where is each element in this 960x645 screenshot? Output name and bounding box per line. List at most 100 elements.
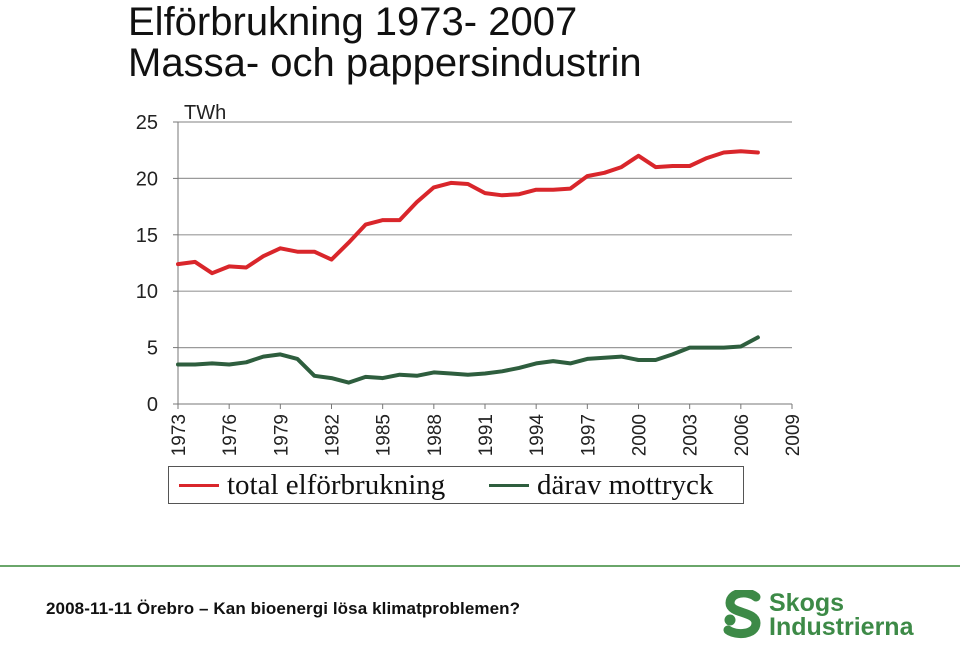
footer-text: 2008-11-11 Örebro – Kan bioenergi lösa k… (46, 599, 521, 618)
data-point-s1-1973 (176, 363, 180, 366)
data-point-s0-1995 (552, 188, 555, 191)
data-point-s1-1995 (552, 359, 555, 363)
data-series (176, 149, 760, 385)
data-point-s1-1999 (620, 355, 623, 358)
legend-swatch-mottryck (489, 484, 529, 487)
footer-separator (0, 565, 960, 567)
data-point-s0-1996 (569, 187, 572, 190)
data-point-s1-1974 (193, 363, 197, 366)
data-point-s1-1978 (262, 355, 265, 358)
data-point-s1-1982 (330, 376, 333, 380)
data-point-s1-1989 (449, 372, 453, 375)
x-tick-labels: 1973 1976 1979 1982 1985 1988 1991 1994 1997 2000… (169, 414, 804, 457)
data-point-s0-1973 (176, 262, 180, 266)
data-point-s1-1994 (535, 362, 538, 365)
data-point-s0-1974 (193, 260, 197, 264)
x-tick-label-2003: 2003 (681, 414, 702, 456)
data-point-s0-2002 (671, 164, 674, 168)
data-point-s0-1975 (210, 272, 214, 275)
data-point-s1-1977 (245, 361, 248, 364)
data-point-s1-2001 (654, 358, 657, 362)
legend-label-total: total elförbrukning (227, 469, 446, 501)
series-line-0 (176, 149, 760, 276)
data-point-s0-1986 (398, 218, 401, 222)
data-point-s1-2006 (739, 345, 742, 348)
data-point-s0-2001 (654, 165, 657, 169)
x-tick-label-1988: 1988 (425, 414, 446, 456)
grid-lines (178, 121, 792, 349)
data-point-s1-2005 (722, 346, 725, 349)
data-point-s0-2004 (705, 156, 708, 160)
data-point-s1-1996 (569, 362, 572, 365)
data-point-s0-1979 (279, 247, 282, 250)
data-point-s0-2007 (756, 151, 760, 154)
chart-title-line-2: Massa- och pappersindustrin (128, 41, 642, 85)
y-tick-label-10: 10 (136, 281, 158, 303)
data-point-s0-1980 (296, 250, 299, 253)
y-axis-label: TWh (184, 102, 226, 124)
data-point-s0-2006 (739, 150, 742, 153)
data-point-s0-1984 (364, 223, 367, 226)
x-tick-label-1979: 1979 (271, 414, 292, 456)
legend: total elförbrukning därav mottryck (168, 466, 744, 504)
y-tick-labels: 0 5 10 15 20 25 (136, 112, 158, 416)
x-tick-label-1973: 1973 (169, 414, 190, 456)
data-point-s0-1993 (517, 193, 521, 196)
data-point-s1-1984 (364, 375, 367, 379)
data-point-s0-1998 (603, 171, 606, 174)
data-point-s0-1992 (500, 194, 504, 197)
data-point-s1-1983 (347, 381, 350, 384)
data-point-s1-1992 (500, 370, 504, 373)
y-tick-label-20: 20 (136, 168, 158, 190)
x-tick-label-1997: 1997 (578, 414, 599, 456)
data-point-s0-1981 (313, 250, 316, 253)
data-point-s1-1993 (517, 366, 521, 370)
data-point-s1-2007 (756, 336, 760, 339)
x-tick-label-2009: 2009 (783, 414, 804, 456)
data-point-s1-1987 (415, 374, 418, 377)
chart-title-line-1: Elförbrukning 1973- 2007 (128, 0, 578, 44)
data-point-s1-1975 (210, 362, 214, 365)
skogsindustrierna-s-logo-icon (723, 588, 761, 639)
data-point-s1-2004 (705, 346, 708, 349)
data-point-s1-1976 (228, 363, 231, 366)
data-point-s1-2003 (688, 346, 691, 349)
data-point-s0-1982 (330, 258, 333, 261)
data-point-s1-1986 (398, 373, 401, 376)
skogsindustrierna-logo: Skogs Industrierna (722, 588, 922, 641)
y-tick-label-5: 5 (147, 338, 158, 360)
x-tick-label-1985: 1985 (374, 414, 395, 456)
data-point-s1-1988 (432, 371, 435, 374)
x-tick-label-1994: 1994 (527, 414, 548, 457)
data-point-s0-1990 (466, 182, 470, 186)
data-point-s1-1980 (296, 357, 299, 361)
data-point-s0-2003 (688, 164, 691, 168)
data-point-s1-1990 (466, 373, 470, 376)
logo-word-industrierna: Industrierna (769, 613, 914, 641)
data-point-s1-1985 (381, 376, 384, 380)
y-tick-label-15: 15 (136, 225, 158, 247)
data-point-s1-2000 (637, 358, 640, 362)
x-tick-label-1976: 1976 (220, 414, 241, 456)
logo-word-skogs: Skogs (769, 589, 845, 617)
y-tick-label-0: 0 (147, 394, 158, 416)
legend-label-mottryck: därav mottryck (537, 469, 714, 501)
x-tick-label-1982: 1982 (323, 414, 344, 456)
data-point-s0-1997 (586, 174, 589, 178)
data-point-s1-1991 (483, 372, 487, 375)
data-point-s1-1979 (279, 353, 282, 356)
x-tick-label-1991: 1991 (476, 414, 497, 456)
data-point-s0-1985 (381, 218, 384, 222)
data-point-s0-1994 (535, 188, 538, 191)
axes (173, 121, 793, 409)
data-point-s1-1997 (586, 357, 589, 361)
data-point-s0-2005 (722, 151, 725, 154)
data-point-s0-1978 (262, 255, 265, 258)
data-point-s1-1981 (313, 374, 316, 377)
x-tick-label-2000: 2000 (630, 414, 651, 456)
data-point-s0-1989 (449, 181, 453, 185)
data-point-s0-2000 (637, 154, 640, 157)
data-point-s0-1983 (347, 241, 350, 244)
data-point-s0-1999 (620, 165, 623, 169)
